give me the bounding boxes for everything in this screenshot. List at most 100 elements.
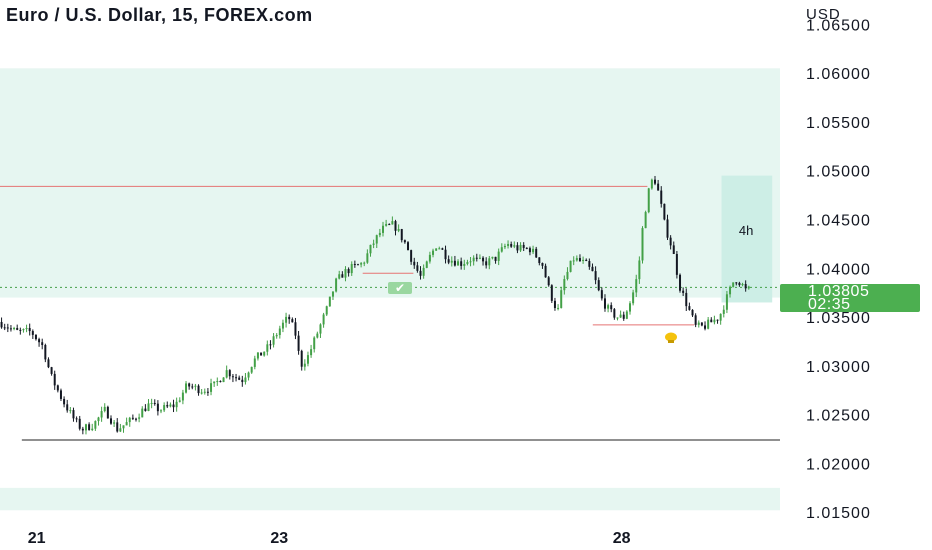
candle: [482, 256, 485, 266]
candle: [106, 405, 109, 419]
candle: [316, 331, 319, 339]
candle: [225, 365, 228, 379]
candle: [319, 323, 322, 338]
candle: [341, 271, 344, 278]
candle: [22, 328, 25, 333]
candle: [113, 419, 116, 428]
candle: [594, 266, 597, 285]
candle: [597, 277, 600, 292]
currency-label: USD: [806, 6, 841, 23]
candle: [231, 374, 234, 383]
candle: [16, 324, 19, 331]
candle: [369, 244, 372, 257]
candle: [0, 317, 3, 329]
box-rect: [721, 175, 773, 303]
candle: [88, 422, 91, 431]
candle: [94, 420, 97, 431]
candle: [122, 425, 125, 433]
candle: [460, 257, 463, 270]
candle: [513, 241, 516, 249]
candle: [557, 304, 560, 311]
candle: [628, 301, 631, 315]
y-tick-label: 1.05500: [806, 115, 871, 132]
candles-layer: [0, 175, 750, 435]
candle: [494, 256, 497, 264]
candle: [72, 407, 75, 422]
y-tick-label: 1.04500: [806, 213, 871, 230]
candle: [466, 259, 469, 266]
candle: [325, 305, 328, 317]
candle: [575, 255, 578, 262]
zones-layer: [0, 68, 780, 511]
candle: [185, 381, 188, 394]
candle: [500, 243, 503, 253]
candle: [166, 401, 169, 409]
candle: [356, 263, 359, 266]
candle: [413, 257, 416, 269]
y-tick-label: 1.02000: [806, 456, 871, 473]
candle: [59, 388, 62, 402]
candle: [553, 297, 556, 311]
candle: [363, 261, 366, 267]
candle: [744, 280, 747, 292]
candle: [13, 326, 16, 331]
lightbulb-icon[interactable]: [664, 332, 678, 344]
candle: [735, 282, 738, 286]
candle: [313, 336, 316, 353]
candle: [210, 378, 213, 396]
candle: [591, 263, 594, 272]
candle: [153, 399, 156, 406]
candle: [585, 258, 588, 262]
candle: [200, 389, 203, 395]
candle: [716, 319, 719, 324]
candle: [722, 305, 725, 318]
candle: [453, 255, 456, 267]
candle: [447, 255, 450, 265]
candle: [528, 246, 531, 256]
candle: [403, 239, 406, 244]
candle: [360, 262, 363, 268]
y-tick-label: 1.05000: [806, 164, 871, 181]
candle: [150, 398, 153, 409]
candle: [206, 388, 209, 396]
candle: [713, 315, 716, 325]
candle: [188, 382, 191, 390]
candle: [710, 317, 713, 323]
candle: [103, 403, 106, 413]
candle: [691, 309, 694, 318]
candle: [78, 415, 81, 431]
time-axis[interactable]: 21 23 28: [28, 530, 631, 547]
candle: [306, 351, 309, 367]
y-tick-label: 1.02500: [806, 408, 871, 425]
candle: [647, 187, 650, 214]
candle: [522, 242, 525, 252]
candle: [410, 249, 413, 265]
candle: [3, 323, 6, 331]
candle: [688, 302, 691, 311]
candle: [31, 329, 34, 339]
check-icon[interactable]: ✔: [388, 282, 412, 294]
candle: [747, 285, 750, 290]
candle: [34, 334, 37, 341]
candle: [100, 406, 103, 422]
candle: [141, 406, 144, 418]
zone-0: [0, 68, 780, 298]
price-axis[interactable]: USD 1.06500 1.06000 1.05500 1.05000 1.04500 1…: [806, 6, 871, 522]
y-tick-label: 1.06000: [806, 66, 871, 83]
candle: [694, 313, 697, 328]
candle: [181, 389, 184, 405]
candle: [310, 344, 313, 358]
candle: [297, 330, 300, 355]
candle: [535, 246, 538, 259]
candle: [729, 285, 732, 298]
candle: [350, 261, 353, 276]
candle: [419, 266, 422, 280]
y-tick-label: 1.03500: [806, 310, 871, 327]
candle: [163, 402, 166, 413]
candle: [638, 256, 641, 284]
candle: [269, 340, 272, 350]
candle: [366, 249, 369, 264]
candle: [682, 287, 685, 296]
candle: [450, 256, 453, 267]
